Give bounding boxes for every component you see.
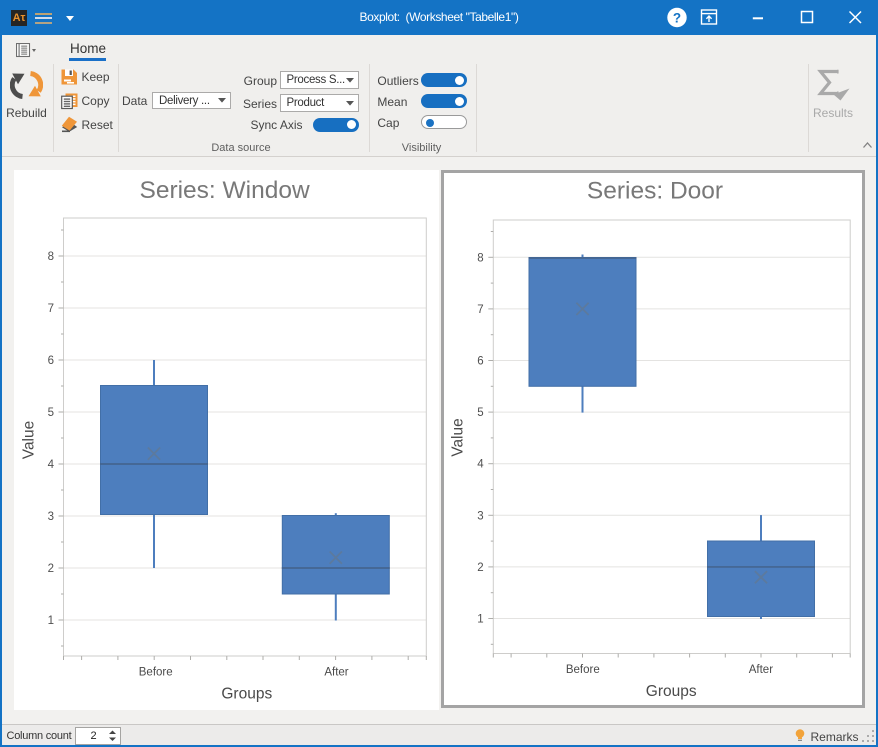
svg-text:1: 1 xyxy=(48,615,54,627)
svg-text:Groups: Groups xyxy=(221,686,272,703)
svg-text:6: 6 xyxy=(48,355,54,367)
svg-text:3: 3 xyxy=(477,510,483,522)
svg-text:3: 3 xyxy=(48,511,54,523)
svg-text:Value: Value xyxy=(21,421,38,460)
svg-text:7: 7 xyxy=(48,303,54,315)
svg-text:8: 8 xyxy=(477,252,483,264)
svg-text:1: 1 xyxy=(477,614,483,626)
svg-text:7: 7 xyxy=(477,304,483,316)
svg-text:8: 8 xyxy=(48,251,54,263)
svg-text:Series: Door: Series: Door xyxy=(587,178,723,205)
svg-text:5: 5 xyxy=(48,407,54,419)
svg-text:2: 2 xyxy=(48,563,54,575)
svg-text:6: 6 xyxy=(477,356,483,368)
svg-text:Series: Window: Series: Window xyxy=(139,177,310,204)
svg-text:4: 4 xyxy=(477,459,484,471)
svg-text:5: 5 xyxy=(477,407,483,419)
svg-text:4: 4 xyxy=(48,459,55,471)
svg-text:Value: Value xyxy=(450,418,467,457)
svg-text:2: 2 xyxy=(477,562,483,574)
svg-text:Before: Before xyxy=(566,664,600,676)
svg-text:After: After xyxy=(749,664,773,676)
svg-text:?: ? xyxy=(673,10,681,25)
svg-text:Before: Before xyxy=(139,667,173,679)
svg-text:After: After xyxy=(324,667,348,679)
svg-text:Groups: Groups xyxy=(646,683,697,700)
